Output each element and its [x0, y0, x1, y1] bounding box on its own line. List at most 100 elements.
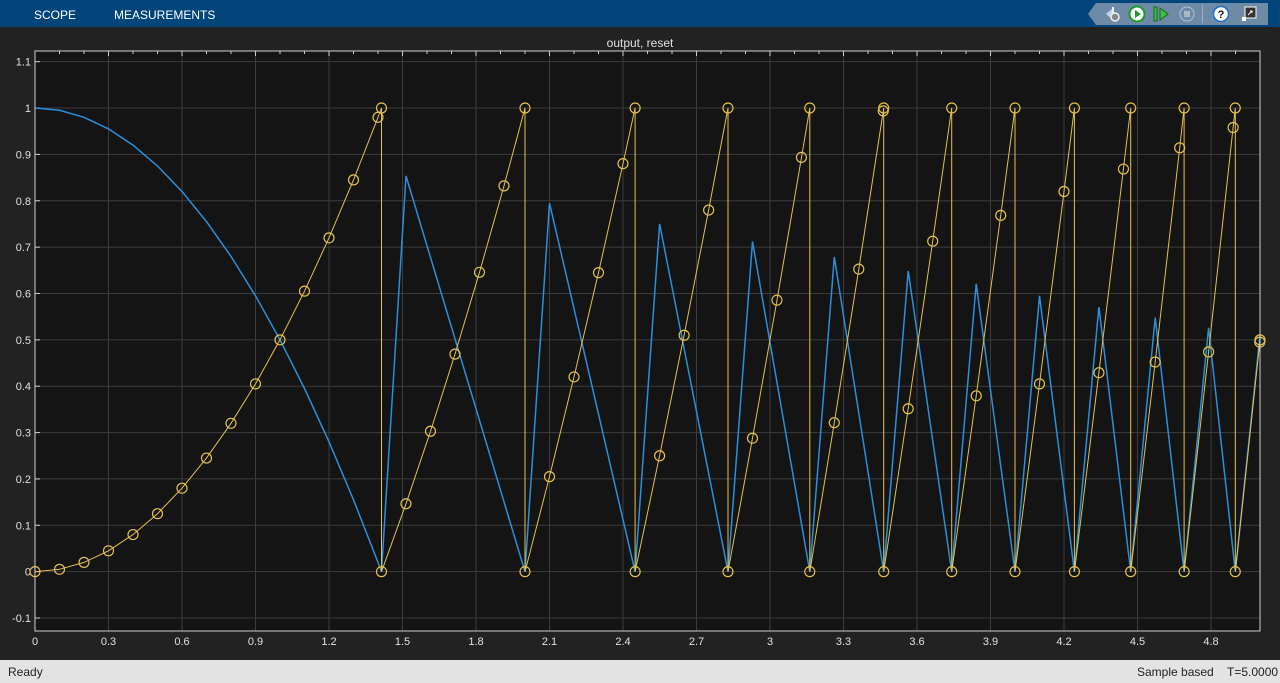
toolbar-divider — [1202, 5, 1203, 23]
series-layer — [29, 102, 1266, 578]
plot-area — [35, 51, 1260, 631]
data-point-marker — [1149, 356, 1161, 368]
data-point-marker — [298, 285, 311, 297]
data-point-marker — [1229, 566, 1241, 578]
data-point-marker — [722, 102, 734, 114]
data-point-marker — [995, 209, 1007, 221]
x-tick-label: 2.1 — [542, 636, 557, 648]
toolstrip: SCOPE MEASUREMENTS ? — [0, 0, 1280, 27]
y-tick-label: 0.4 — [16, 381, 31, 393]
data-point-marker — [1203, 346, 1215, 358]
x-tick-label: 3.6 — [909, 636, 924, 648]
x-tick-label: 4.5 — [1130, 636, 1145, 648]
stop-icon[interactable] — [1178, 5, 1196, 23]
data-point-marker — [323, 232, 335, 244]
svg-text:?: ? — [1218, 9, 1225, 21]
data-point-marker — [375, 102, 388, 114]
x-tick-label: 2.7 — [689, 636, 704, 648]
plot-frame — [34, 50, 1261, 632]
x-tick-label: 0.3 — [101, 636, 116, 648]
series-line-2 — [34, 107, 1261, 573]
data-point-marker — [568, 371, 580, 383]
data-point-marker — [1178, 102, 1190, 114]
data-point-marker — [703, 204, 715, 216]
data-point-marker — [519, 102, 531, 114]
data-point-marker — [902, 403, 914, 415]
data-point-marker — [795, 151, 808, 164]
data-point-marker — [678, 329, 690, 341]
data-point-marker — [592, 267, 605, 279]
data-point-marker — [927, 235, 939, 247]
data-point-marker — [970, 390, 982, 402]
x-tick-label: 1.8 — [468, 636, 483, 648]
undock-icon[interactable] — [1240, 5, 1258, 23]
data-point-marker — [1093, 367, 1105, 379]
quick-access-toolbar: ? — [1088, 3, 1268, 25]
data-point-marker — [629, 566, 641, 578]
y-tick-label: 0 — [25, 567, 31, 579]
status-bar: Ready Sample based T=5.0000 — [0, 660, 1280, 683]
data-point-marker — [375, 566, 388, 578]
data-point-marker — [102, 545, 115, 557]
data-point-marker — [1033, 378, 1046, 390]
help-icon[interactable]: ? — [1212, 5, 1230, 23]
y-tick-label: 1.1 — [16, 57, 31, 69]
data-point-marker — [1009, 102, 1021, 114]
series-line-1 — [34, 107, 1261, 572]
data-point-marker — [878, 102, 890, 114]
x-tick-label: 3 — [767, 636, 773, 648]
data-point-marker — [1068, 566, 1081, 578]
data-point-marker — [225, 417, 237, 429]
data-point-marker — [1068, 102, 1081, 114]
y-tick-label: 0.2 — [16, 474, 31, 486]
plot-title: output, reset — [606, 36, 674, 50]
x-tick-label: 1.2 — [321, 636, 336, 648]
data-point-marker — [1125, 102, 1137, 114]
scope-plot[interactable]: 0 0.3 0.6 0.9 1.2 1.5 1.8 2.1 2.4 2.7 3 3.3 3.6 3.9 4.… — [0, 0, 1280, 660]
step-forward-icon[interactable] — [1152, 5, 1170, 23]
x-tick-label: 0.6 — [174, 636, 189, 648]
data-point-marker — [519, 566, 531, 578]
x-tick-label: 3.9 — [983, 636, 998, 648]
data-point-marker — [804, 566, 816, 578]
data-point-marker — [53, 563, 66, 575]
ticks: 0 0.3 0.6 0.9 1.2 1.5 1.8 2.1 2.4 2.7 3 3.3 3.6 3.9 4.… — [12, 51, 1261, 648]
y-tick-label: 0.3 — [16, 428, 31, 440]
data-point-marker — [1178, 566, 1190, 578]
data-point-marker — [127, 528, 139, 541]
data-point-marker — [878, 566, 890, 578]
y-tick-label: -0.1 — [12, 613, 31, 625]
x-tick-label: 0.9 — [248, 636, 263, 648]
data-point-marker — [274, 334, 286, 346]
data-point-marker — [249, 378, 262, 390]
data-point-marker — [617, 158, 629, 170]
data-point-marker — [654, 450, 666, 462]
x-tick-label: 4.2 — [1056, 636, 1071, 648]
data-point-marker — [498, 180, 510, 192]
x-tick-label: 0 — [32, 636, 38, 648]
data-point-marker — [828, 417, 840, 429]
data-point-marker — [424, 425, 437, 437]
tab-scope[interactable]: SCOPE — [34, 8, 77, 22]
run-icon[interactable] — [1128, 5, 1146, 23]
data-point-marker — [771, 294, 783, 306]
x-tick-label: 3.3 — [836, 636, 851, 648]
data-point-marker — [78, 556, 90, 568]
data-point-marker — [946, 566, 958, 578]
data-point-marker — [804, 102, 816, 114]
data-point-marker — [946, 102, 958, 114]
data-point-marker — [629, 102, 641, 114]
tab-measurements[interactable]: MEASUREMENTS — [114, 8, 216, 22]
y-tick-label: 0.1 — [16, 520, 31, 532]
data-point-marker — [151, 508, 164, 520]
x-tick-label: 2.4 — [615, 636, 630, 648]
data-point-marker — [1117, 163, 1130, 175]
data-point-marker — [1229, 102, 1241, 114]
simulink-gear-icon[interactable] — [1104, 5, 1122, 23]
data-point-marker — [347, 174, 360, 186]
data-point-marker — [853, 263, 865, 275]
data-point-marker — [746, 432, 759, 444]
data-point-marker — [176, 482, 188, 494]
data-point-marker — [1009, 566, 1021, 578]
y-tick-label: 1 — [25, 103, 31, 115]
